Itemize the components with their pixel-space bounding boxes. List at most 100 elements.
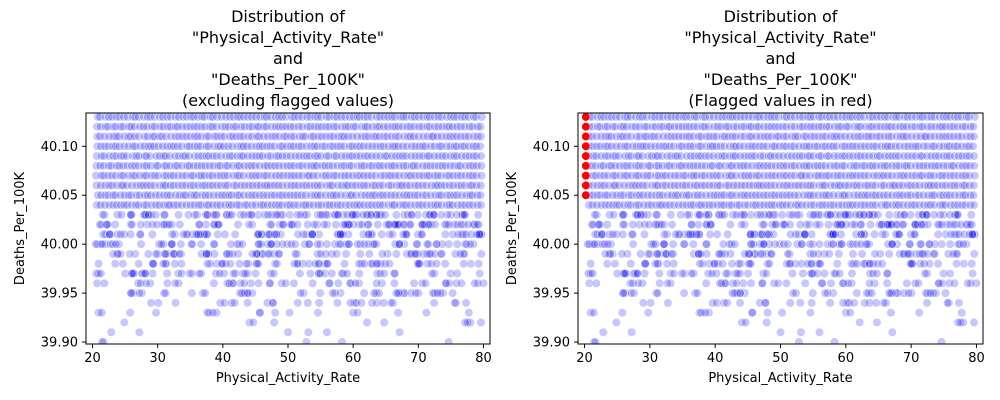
chart-title: Distribution of"Physical_Activity_Rate"a… [182,7,394,110]
scatter-point [814,249,823,259]
scatter-point [401,180,411,190]
scatter-point [820,180,830,190]
scatter-point [903,180,913,190]
scatter-point [790,161,799,171]
scatter-point [373,220,383,230]
scatter-point [717,132,727,141]
scatter-point [245,318,254,327]
scatter-point [126,288,136,298]
scatter-point [759,161,769,171]
scatter-point [391,151,401,161]
scatter-point [596,200,606,210]
scatter-point [212,259,222,269]
scatter-point [161,259,171,269]
scatter-point [331,122,341,132]
scatter-point [773,278,783,288]
scatter-point [865,278,874,288]
scatter-point [476,122,485,132]
scatter-point [119,113,129,122]
scatter-point [208,308,218,318]
scatter-point [354,269,364,278]
scatter-point [677,269,687,278]
scatter-point [444,337,454,344]
scatter-point [100,113,110,122]
scatter-point [108,190,118,200]
scatter-point [235,288,245,298]
scatter-point [644,220,654,230]
scatter-point [870,278,880,288]
scatter-point [714,249,724,259]
scatter-point [183,210,193,220]
scatter-point [340,220,350,230]
scatter-point [421,190,431,200]
scatter-point [369,288,379,298]
scatter-point [111,151,121,161]
scatter-point [219,298,229,308]
scatter-point [163,200,173,210]
scatter-point [657,220,666,230]
scatter-point [182,122,191,132]
scatter-point [107,171,117,181]
scatter-point [815,259,825,269]
scatter-point [718,259,728,269]
scatter-point [937,278,947,288]
scatter-point [348,113,358,122]
scatter-point [395,180,405,190]
scatter-point [844,190,854,200]
scatter-point [239,278,249,288]
scatter-point [371,239,381,249]
scatter-point [763,200,773,210]
scatter-point [911,190,921,200]
scatter-point [587,220,597,230]
scatter-point [139,200,149,210]
scatter-point [653,132,663,141]
scatter-point [227,141,237,151]
scatter-point [459,141,469,151]
scatter-point [319,220,329,230]
scatter-point [265,229,274,239]
scatter-point [870,249,880,259]
scatter-point [888,180,898,190]
scatter-point [958,171,968,181]
scatter-point [275,210,285,220]
scatter-point [879,161,889,171]
scatter-point [442,190,452,200]
scatter-point [272,229,281,239]
scatter-point [608,229,618,239]
scatter-point [235,113,245,122]
scatter-point [867,288,877,298]
scatter-point [321,190,331,200]
scatter-point [911,141,921,151]
scatter-point [659,220,669,230]
scatter-point [883,171,893,181]
scatter-point [704,210,713,220]
scatter-point [133,278,143,288]
scatter-point [782,161,792,171]
scatter-point [166,141,176,151]
scatter-point [204,171,214,181]
scatter-point [852,161,862,171]
scatter-point [892,239,902,249]
scatter-point [868,210,878,220]
scatter-point [667,220,677,230]
scatter-point [651,171,661,181]
scatter-point [180,151,190,161]
scatter-point [95,132,105,141]
scatter-point [915,171,925,181]
scatter-point [844,180,854,190]
scatter-point [169,141,179,151]
scatter-point [682,141,691,151]
scatter-point [836,171,846,181]
scatter-point [588,269,598,278]
scatter-point [451,278,461,288]
scatter-point [368,180,378,190]
scatter-point [352,171,362,181]
scatter-point [452,151,462,161]
scatter-point [586,259,596,269]
scatter-point [689,161,699,171]
scatter-point [410,200,420,210]
scatter-point [965,229,975,239]
scatter-point [103,171,113,181]
scatter-point [935,190,945,200]
scatter-point [215,141,225,151]
